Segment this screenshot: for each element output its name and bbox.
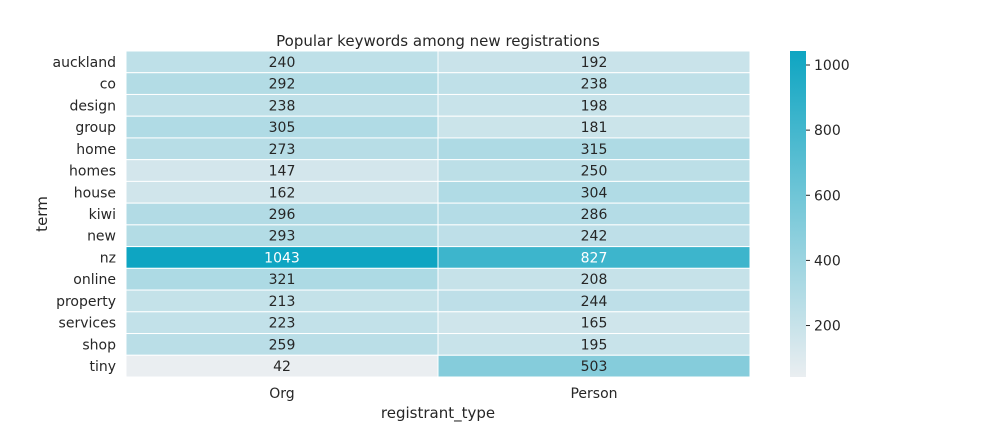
cell-value-label: 304 [581,185,608,201]
cell-value-label: 1043 [264,250,300,266]
cell-value-label: 292 [269,77,296,93]
cell-value-label: 195 [581,337,608,353]
cell-value-label: 273 [269,142,296,158]
row-tick-labels: auckland co design group home homes house kiwi n… [53,55,117,375]
cell-value-label: 147 [269,164,296,180]
row-tick-label: design [70,98,116,114]
cell-value-label: 192 [581,55,608,71]
cell-value-label: 293 [269,229,296,245]
row-tick-label: co [100,77,116,93]
row-tick-label: property [56,294,116,310]
cell-value-label: 305 [269,120,296,136]
colorbar-tick-label: 600 [814,188,841,204]
heatmap-cell [437,354,751,378]
colorbar-tick-label: 800 [814,123,841,139]
cell-value-label: 238 [581,77,608,93]
colorbar-tick-label: 400 [814,253,841,269]
row-tick-label: services [59,316,116,332]
cell-value-label: 503 [581,359,608,375]
y-axis-label: term [33,196,51,232]
column-tick-labels: Org Person [269,386,617,402]
cell-value-label: 259 [269,337,296,353]
row-tick-label: auckland [53,55,117,71]
row-tick-label: tiny [89,359,116,375]
cell-value-label: 296 [269,207,296,223]
cell-value-label: 240 [269,55,296,71]
row-tick-label: shop [82,337,116,353]
cell-value-label: 162 [269,185,296,201]
heatmap-cells: 240 192 292 238 238 198 305 181 273 315 147 250 162 3… [125,50,751,378]
colorbar: 200 400 600 800 1000 [790,51,850,377]
column-tick-label: Org [269,386,294,402]
cell-value-label: 238 [269,98,296,114]
colorbar-tick-label: 1000 [814,58,850,74]
cell-value-label: 242 [581,229,608,245]
row-tick-label: homes [69,164,116,180]
row-tick-label: house [74,185,116,201]
chart-title: Popular keywords among new registrations [276,32,600,50]
colorbar-gradient [790,51,806,377]
cell-value-label: 208 [581,272,608,288]
cell-value-label: 198 [581,98,608,114]
cell-value-label: 244 [581,294,608,310]
cell-value-label: 165 [581,316,608,332]
column-tick-label: Person [570,386,617,402]
colorbar-tick-label: 200 [814,319,841,335]
cell-value-label: 827 [581,250,608,266]
row-tick-label: group [75,120,116,136]
row-tick-label: nz [100,250,116,266]
row-tick-label: kiwi [89,207,116,223]
cell-value-label: 315 [581,142,608,158]
cell-value-label: 286 [581,207,608,223]
cell-value-label: 250 [581,164,608,180]
cell-value-label: 223 [269,316,296,332]
cell-value-label: 321 [269,272,296,288]
row-tick-label: home [76,142,116,158]
cell-value-label: 213 [269,294,296,310]
x-axis-label: registrant_type [381,404,495,423]
row-tick-label: online [73,272,116,288]
row-tick-label: new [87,229,116,245]
cell-value-label: 42 [273,359,291,375]
cell-value-label: 181 [581,120,608,136]
